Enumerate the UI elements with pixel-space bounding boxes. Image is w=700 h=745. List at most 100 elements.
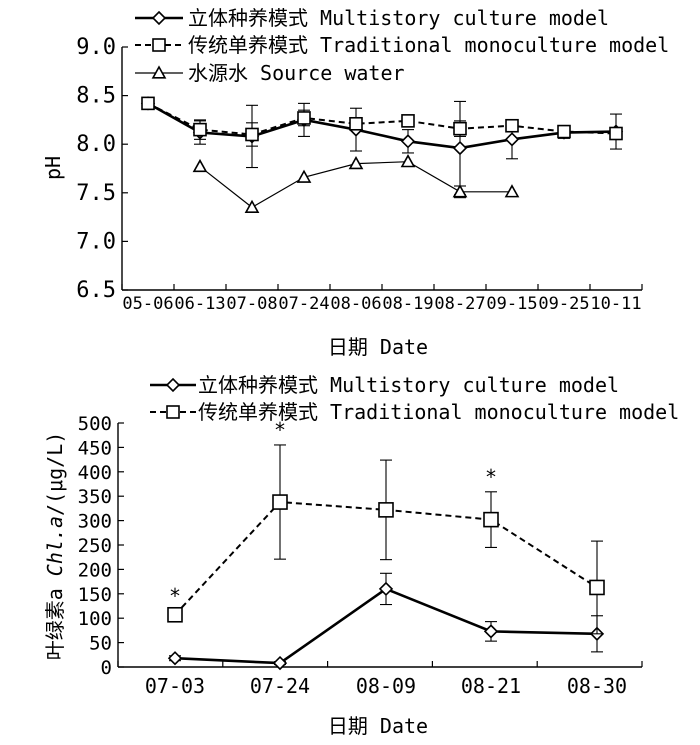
c2-point-diamond — [483, 624, 499, 639]
c1-point-triangle — [192, 158, 208, 173]
c1-y-tick-label: 6.5 — [76, 278, 116, 303]
ph-series — [140, 96, 624, 213]
c2-point-diamond — [378, 581, 394, 597]
c1-x-tick-label: 07-24 — [278, 294, 329, 314]
chart-ph: 立体种养模式 Multistory culture model 传统单养模式 T… — [41, 6, 669, 359]
ph-legend-label-traditional: 传统单养模式 Traditional monoculture model — [188, 33, 669, 57]
ph-legend-symbol-traditional-marker — [152, 38, 166, 52]
ph-legend-label-multistory: 立体种养模式 Multistory culture model — [188, 6, 609, 30]
c2-y-tick-label: 350 — [78, 486, 112, 508]
ph-y-axis-label: pH — [41, 156, 65, 180]
ph-x-axis-label: 日期 Date — [328, 335, 428, 359]
ph-legend-symbol-source-water-marker — [151, 65, 167, 79]
ph-legend-label-source-water: 水源水 Source water — [188, 61, 405, 85]
c1-point-square — [401, 114, 415, 128]
c1-y-tick-label: 8.5 — [76, 84, 116, 109]
c2-x-tick-label: 08-21 — [461, 674, 521, 698]
chla-legend-label-multistory: 立体种养模式 Multistory culture model — [198, 373, 619, 397]
ph-x-tick-labels: 05-06 06-13 07-08 07-24 08-06 08-19 08-27 09-15… — [122, 294, 641, 314]
c1-x-tick-label: 05-06 — [122, 294, 173, 314]
c2-x-tick-label: 07-24 — [250, 674, 310, 698]
c2-point-square — [167, 606, 183, 623]
c1-point-square — [193, 122, 207, 137]
c1-series-line-diamond — [147, 102, 617, 150]
c1-y-tick-label: 8.0 — [76, 132, 116, 157]
c2-y-tick-label: 250 — [78, 535, 112, 557]
c2-y-tick-label: 500 — [78, 413, 112, 435]
c1-point-triangle — [296, 169, 312, 183]
chla-significance-marker: * — [275, 418, 285, 442]
chla-y-axis-label-prefix: 叶绿素a — [43, 576, 67, 660]
chart-chla: 立体种养模式 Multistory culture model 传统单养模式 T… — [43, 373, 679, 738]
c1-point-triangle — [348, 155, 364, 170]
c2-x-tick-label: 08-30 — [567, 674, 627, 698]
ph-legend-symbol-multistory-marker — [151, 10, 167, 26]
chla-axes — [117, 422, 643, 668]
c1-point-square — [505, 118, 519, 133]
chla-y-axis-label-chl: Chl.a — [43, 516, 67, 576]
c1-y-tick-label: 7.0 — [76, 229, 116, 254]
c1-x-tick-label: 08-27 — [434, 294, 485, 314]
c1-point-square — [453, 121, 467, 136]
c2-y-tick-label: 200 — [78, 559, 112, 581]
c1-x-tick-label: 09-25 — [538, 294, 589, 314]
ph-axes — [121, 46, 643, 291]
c1-point-square — [297, 111, 311, 125]
chla-legend-symbol-multistory-marker — [165, 377, 181, 393]
c1-series-line-square — [147, 102, 617, 136]
c1-point-triangle — [504, 184, 520, 198]
c1-point-diamond — [400, 134, 416, 149]
c1-point-square — [609, 126, 623, 141]
chla-x-tick-labels: 07-03 07-24 08-09 08-21 08-30 — [145, 674, 627, 698]
c1-series-square — [141, 96, 623, 147]
c2-y-tick-label: 300 — [78, 511, 112, 533]
c1-point-triangle — [400, 154, 416, 168]
c2-y-tick-label: 150 — [78, 584, 112, 606]
c1-point-triangle — [452, 184, 468, 198]
c2-y-tick-label: 50 — [89, 633, 112, 655]
c1-point-square — [349, 116, 363, 131]
c2-y-tick-label: 400 — [78, 462, 112, 484]
c1-point-square — [245, 127, 259, 142]
c1-series-diamond — [140, 96, 624, 196]
c2-series-diamond — [167, 572, 605, 671]
c2-x-tick-label: 08-09 — [356, 674, 416, 698]
c2-point-square — [483, 511, 499, 528]
chla-legend-label-traditional: 传统单养模式 Traditional monoculture model — [198, 400, 679, 424]
c1-x-tick-label: 06-13 — [174, 294, 225, 314]
c2-point-square — [272, 494, 288, 510]
c1-point-triangle — [244, 199, 260, 213]
c2-series-square — [167, 444, 605, 635]
c2-point-square — [589, 579, 605, 596]
c1-point-diamond — [452, 140, 468, 156]
c1-x-tick-label: 08-19 — [382, 294, 433, 314]
chla-significance-marker: * — [170, 584, 180, 608]
c1-point-square — [557, 124, 571, 139]
c1-y-tick-label: 9.0 — [76, 35, 116, 60]
chla-annotations: * * * — [170, 418, 496, 608]
ph-legend: 立体种养模式 Multistory culture model 传统单养模式 T… — [135, 6, 669, 85]
chla-x-axis-label: 日期 Date — [328, 714, 428, 738]
c2-y-tick-label: 0 — [101, 657, 112, 679]
c2-point-square — [378, 502, 394, 518]
chla-y-axis-label: 叶绿素a Chl.a/(μg/L) — [43, 432, 67, 661]
c2-point-diamond — [272, 655, 288, 671]
chla-legend-symbol-traditional-marker — [166, 405, 180, 419]
c1-x-tick-label: 10-11 — [590, 294, 641, 314]
c2-point-diamond — [167, 651, 183, 666]
c2-y-tick-label: 450 — [78, 437, 112, 459]
c1-point-square — [141, 96, 155, 111]
c1-x-tick-label: 07-08 — [226, 294, 277, 314]
c1-point-diamond — [504, 132, 520, 147]
c2-y-tick-label: 100 — [78, 608, 112, 630]
chla-series — [167, 444, 605, 671]
chla-legend: 立体种养模式 Multistory culture model 传统单养模式 T… — [150, 373, 679, 424]
c2-x-tick-label: 07-03 — [145, 674, 205, 698]
ph-y-tick-labels: 6.5 7.0 7.5 8.0 8.5 9.0 — [76, 35, 116, 303]
chla-significance-marker: * — [486, 465, 496, 489]
chla-y-axis-label-unit: /(μg/L) — [43, 432, 67, 516]
c1-x-tick-label: 08-06 — [330, 294, 381, 314]
c1-x-tick-label: 09-15 — [486, 294, 537, 314]
